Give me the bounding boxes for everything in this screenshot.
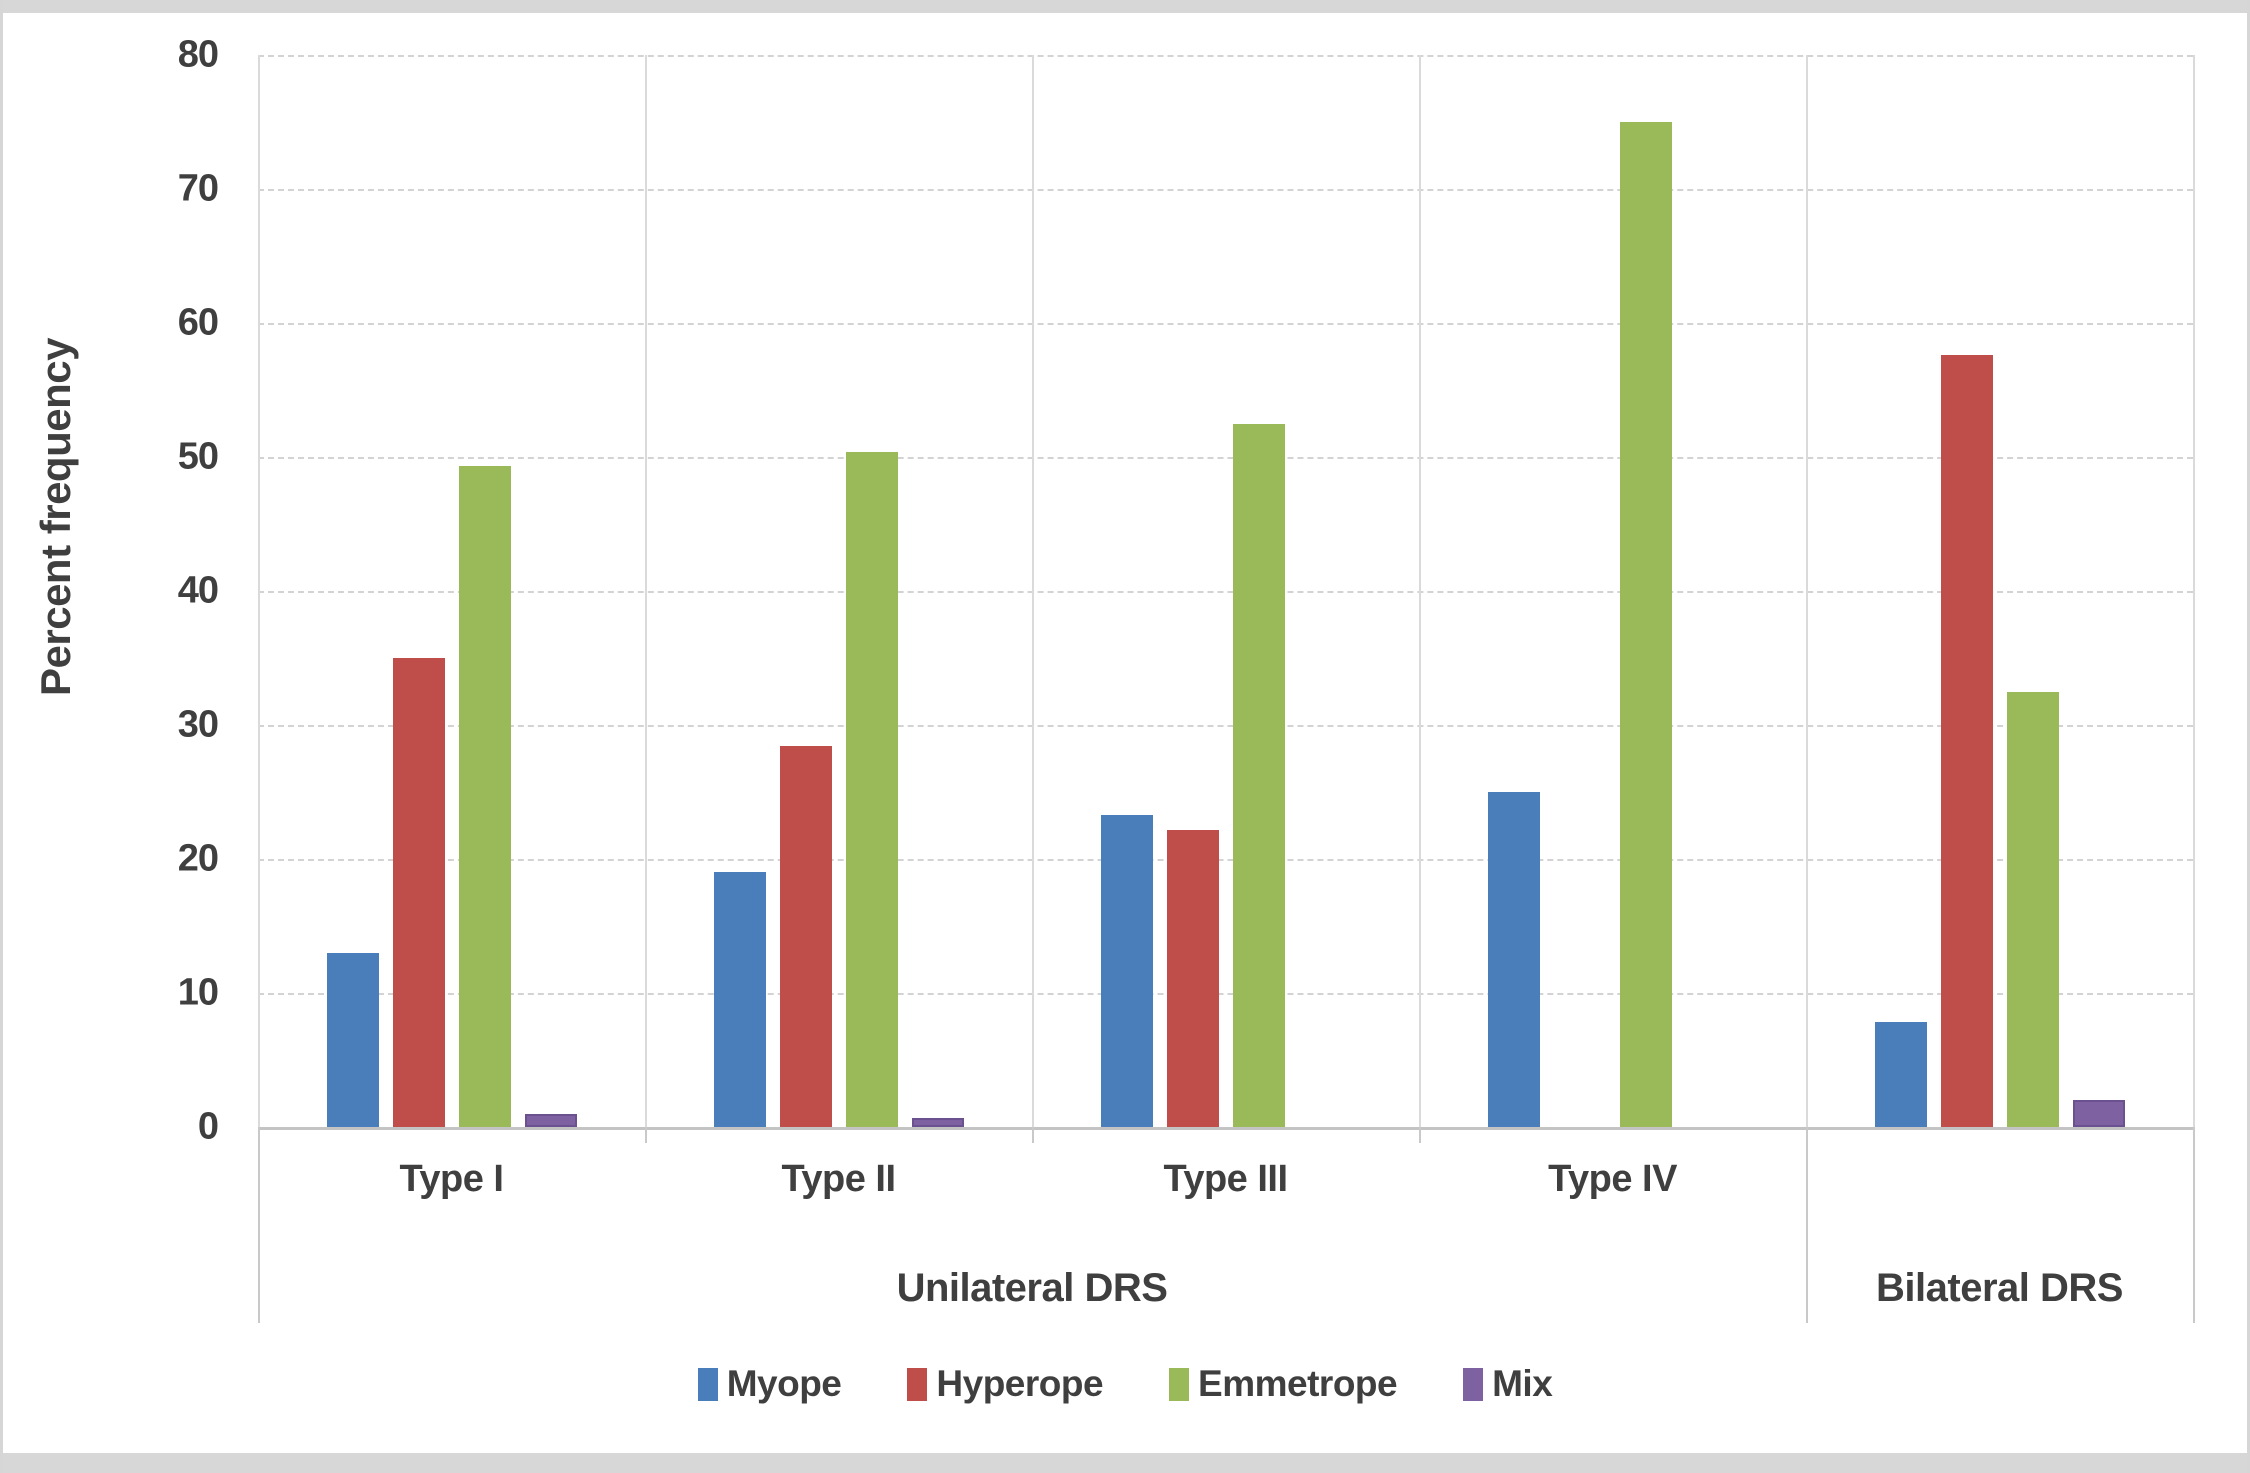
category-separator-1 (645, 55, 647, 1127)
legend-label-mix: Mix (1492, 1363, 1553, 1404)
x-axis-group-divider-5 (2193, 1127, 2195, 1323)
legend-marker-myope (697, 1367, 718, 1401)
gridline-y-70 (258, 189, 2193, 191)
bar-hyperope-cat5 (1940, 355, 1993, 1127)
bar-hyperope-cat1 (392, 658, 445, 1127)
legend-item-myope: Myope (697, 1363, 842, 1405)
legend-item-emmetrope: Emmetrope (1169, 1363, 1398, 1405)
legend-label-hyperope: Hyperope (936, 1363, 1104, 1404)
bar-mix-cat5 (2072, 1100, 2125, 1127)
legend-item-mix: Mix (1463, 1363, 1553, 1405)
x-axis-line (258, 1127, 2193, 1130)
x-axis-tick-1 (645, 1127, 647, 1143)
category-label-1: Type I (399, 1158, 505, 1200)
bar-myope-cat4 (1487, 792, 1540, 1127)
gridline-y-50 (258, 457, 2193, 459)
category-label-3: Type III (1163, 1158, 1288, 1200)
x-axis-group-divider-4 (1806, 1127, 1808, 1323)
gridline-y-60 (258, 323, 2193, 325)
legend-marker-hyperope (907, 1367, 928, 1401)
legend-label-emmetrope: Emmetrope (1198, 1363, 1398, 1404)
bottom-border-strip (3, 1453, 2247, 1473)
category-separator-3 (1419, 55, 1421, 1127)
category-label-2: Type II (781, 1158, 896, 1200)
y-tick-label-70: 70 (177, 167, 219, 210)
category-separator-4 (1806, 55, 1808, 1127)
y-axis-title: Percent frequency (32, 338, 79, 696)
bar-emmetrope-cat1 (458, 466, 511, 1127)
gridline-y-10 (258, 993, 2193, 995)
category-label-4: Type IV (1548, 1158, 1677, 1200)
bar-mix-cat1 (524, 1113, 577, 1127)
bar-hyperope-cat3 (1166, 829, 1219, 1127)
bar-myope-cat1 (326, 952, 379, 1127)
gridline-y-20 (258, 859, 2193, 861)
legend-marker-emmetrope (1169, 1367, 1190, 1401)
y-tick-label-10: 10 (177, 971, 219, 1014)
y-tick-label-0: 0 (197, 1105, 219, 1148)
bar-emmetrope-cat5 (2006, 691, 2059, 1127)
group-label-2: Bilateral DRS (1876, 1266, 2123, 1310)
y-tick-label-80: 80 (177, 33, 219, 76)
y-tick-label-50: 50 (177, 435, 219, 478)
legend-label-myope: Myope (726, 1363, 842, 1404)
x-axis-tick-2 (1032, 1127, 1034, 1143)
category-separator-5 (2193, 55, 2195, 1127)
gridline-y-30 (258, 725, 2193, 727)
legend: Myope Hyperope Emmetrope Mix (3, 1363, 2247, 1405)
bar-mix-cat2 (911, 1117, 964, 1127)
y-tick-label-60: 60 (177, 301, 219, 344)
y-tick-label-40: 40 (177, 569, 219, 612)
y-tick-label-30: 30 (177, 703, 219, 746)
bar-myope-cat5 (1874, 1022, 1927, 1127)
y-tick-label-20: 20 (177, 837, 219, 880)
category-separator-2 (1032, 55, 1034, 1127)
x-axis-group-divider-0 (258, 1127, 260, 1323)
bar-myope-cat3 (1100, 814, 1153, 1127)
bar-emmetrope-cat3 (1232, 423, 1285, 1127)
bar-hyperope-cat2 (779, 746, 832, 1127)
group-label-1: Unilateral DRS (896, 1266, 1168, 1310)
category-separator-0 (258, 55, 260, 1127)
top-border-strip (3, 0, 2247, 13)
legend-item-hyperope: Hyperope (907, 1363, 1104, 1405)
gridline-y-40 (258, 591, 2193, 593)
bar-emmetrope-cat2 (845, 451, 898, 1127)
gridline-y-80 (258, 55, 2193, 57)
bar-emmetrope-cat4 (1619, 122, 1672, 1127)
bar-myope-cat2 (713, 872, 766, 1127)
x-axis-tick-3 (1419, 1127, 1421, 1143)
legend-marker-mix (1463, 1367, 1484, 1401)
